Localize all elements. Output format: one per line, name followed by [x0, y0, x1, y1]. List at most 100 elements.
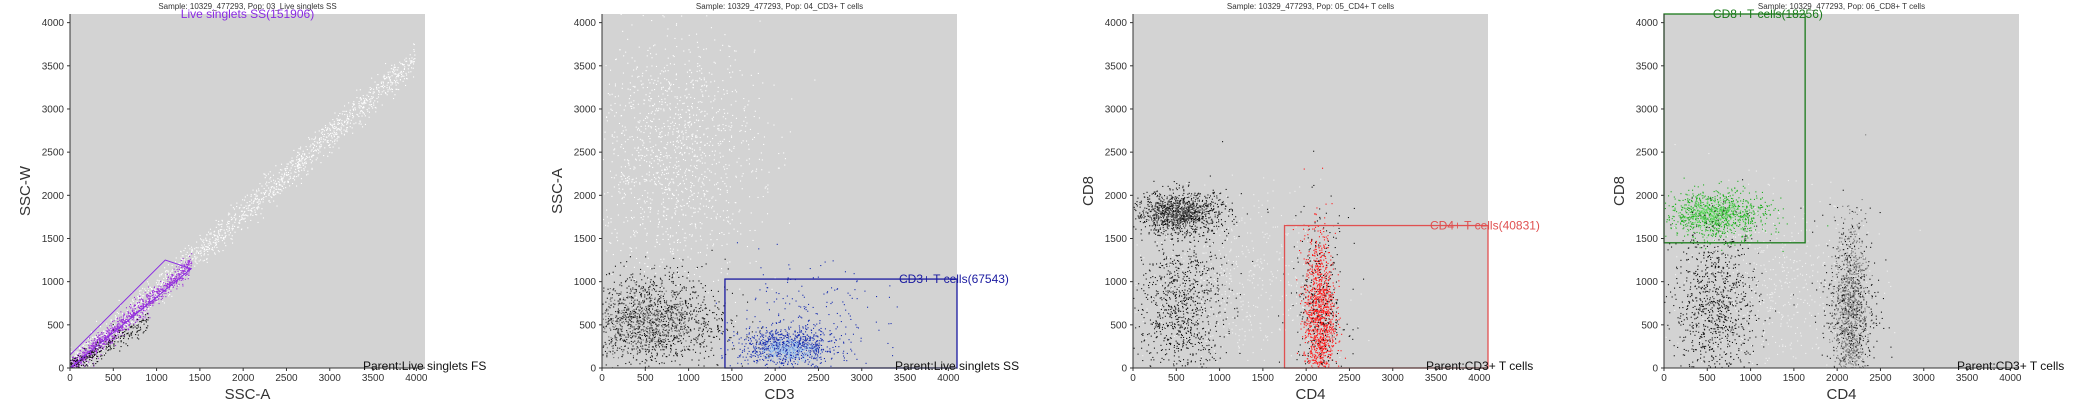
event-granulocytes [673, 84, 675, 86]
event-gated [166, 285, 168, 287]
event-diagonal [195, 258, 197, 260]
event-granulocytes [651, 20, 653, 22]
event-diagonal [334, 143, 336, 145]
event-granulocytes [627, 177, 629, 179]
event-diagonal [214, 252, 216, 254]
event-cd3-neg [647, 294, 649, 296]
event-granulocytes [704, 84, 706, 86]
event-debris [136, 337, 138, 339]
event-granulocytes [674, 151, 676, 153]
event-granulocytes [677, 103, 679, 105]
event-cd3-neg [675, 352, 677, 354]
event-diagonal [163, 282, 165, 284]
event-gated [123, 321, 125, 323]
event-diagonal [218, 233, 220, 235]
event-cd3-neg [627, 316, 629, 318]
event-diagonal [250, 194, 252, 196]
event-diagonal [285, 168, 287, 170]
event-diagonal [179, 272, 181, 274]
event-diagonal [373, 102, 375, 104]
event-granulocytes [660, 108, 662, 110]
event-cd3-neg [624, 307, 626, 309]
event-granulocytes [646, 66, 648, 68]
event-cd3-neg [698, 311, 700, 313]
event-diagonal [349, 109, 351, 111]
event-diagonal [156, 287, 158, 289]
event-cd3-neg [630, 340, 632, 342]
event-granulocytes [675, 78, 677, 80]
event-diagonal [195, 261, 197, 263]
event-diagonal [297, 175, 299, 177]
event-diagonal [332, 126, 334, 128]
event-granulocytes [624, 134, 626, 136]
event-diagonal [95, 339, 97, 341]
event-diagonal [125, 316, 127, 318]
event-diagonal [215, 244, 217, 246]
event-diagonal [385, 63, 387, 65]
event-granulocytes [738, 211, 740, 213]
event-granulocytes [645, 240, 647, 242]
event-granulocytes [694, 122, 696, 124]
event-granulocytes [675, 203, 677, 205]
event-diagonal [339, 119, 341, 121]
event-cd3-neg [648, 309, 650, 311]
event-granulocytes [618, 188, 620, 190]
event-granulocytes [687, 275, 689, 277]
event-granulocytes [703, 77, 705, 79]
event-gated [116, 330, 118, 332]
event-cd3-neg [653, 288, 655, 290]
event-diagonal [343, 129, 345, 131]
event-diagonal [287, 174, 289, 176]
event-gated [175, 277, 177, 279]
event-granulocytes [683, 205, 685, 207]
event-diagonal [315, 145, 317, 147]
event-cd3-neg [628, 361, 630, 363]
event-diagonal [314, 141, 316, 143]
event-granulocytes [700, 141, 702, 143]
event-granulocytes [675, 74, 677, 76]
event-granulocytes [716, 213, 718, 215]
event-diagonal [251, 211, 253, 213]
event-gated [176, 285, 178, 287]
event-diagonal [363, 99, 365, 101]
event-cd3-neg [615, 339, 617, 341]
event-granulocytes [658, 223, 660, 225]
event-granulocytes [656, 156, 658, 158]
event-cd3-neg [693, 310, 695, 312]
event-cd3-neg [656, 325, 658, 327]
y-axis-label: SSC-W [17, 165, 34, 216]
event-granulocytes [682, 213, 684, 215]
event-gated [117, 329, 119, 331]
event-gated [94, 343, 96, 345]
event-diagonal [371, 96, 373, 98]
event-cd3-neg [603, 287, 605, 289]
event-granulocytes [650, 127, 652, 129]
event-diagonal [298, 171, 300, 173]
event-granulocytes [696, 165, 698, 167]
event-debris [84, 365, 86, 367]
event-diagonal [392, 68, 394, 70]
event-granulocytes [688, 197, 690, 199]
event-granulocytes [704, 171, 706, 173]
event-diagonal [234, 231, 236, 233]
event-granulocytes [726, 92, 728, 94]
event-cd3-neg [659, 287, 661, 289]
event-granulocytes [717, 128, 719, 130]
event-diagonal [406, 60, 408, 62]
event-granulocytes [762, 82, 764, 84]
event-gated [78, 357, 80, 359]
event-granulocytes [678, 87, 680, 89]
event-granulocytes [709, 170, 711, 172]
event-granulocytes [622, 130, 624, 132]
event-diagonal [227, 222, 229, 224]
event-diagonal [368, 111, 370, 113]
event-granulocytes [661, 187, 663, 189]
event-granulocytes [621, 178, 623, 180]
event-cd3-neg [676, 330, 678, 332]
event-granulocytes [646, 252, 648, 254]
event-diagonal [231, 229, 233, 231]
event-cd3-neg [626, 309, 628, 311]
event-granulocytes [676, 140, 678, 142]
event-diagonal [142, 297, 144, 299]
event-granulocytes [651, 150, 653, 152]
